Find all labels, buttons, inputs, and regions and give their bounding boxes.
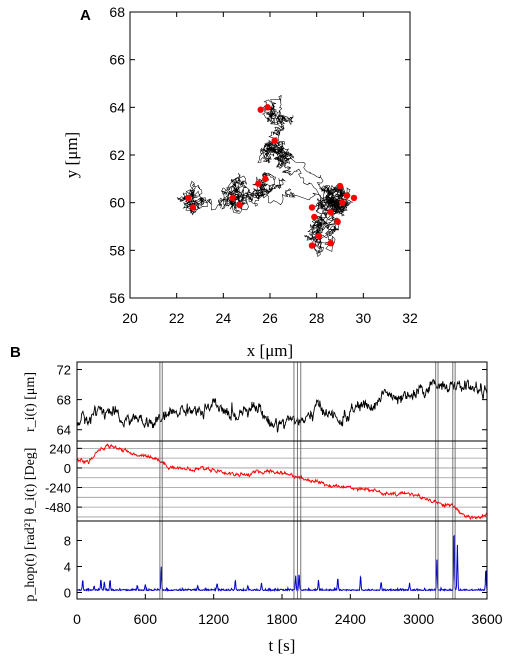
- hop-points: [185, 104, 358, 249]
- panel-a-frame: [129, 11, 411, 299]
- hop-point: [262, 175, 269, 183]
- y-tick-label: 64: [57, 423, 71, 438]
- hop-point: [236, 201, 243, 209]
- hop-point: [308, 242, 316, 249]
- hop-point: [229, 194, 236, 202]
- hop-point: [255, 180, 262, 187]
- y-tick-label: 4: [64, 560, 71, 575]
- phop-subplot-frame: [76, 520, 488, 600]
- panel-a-y-label: y [μm]: [62, 132, 81, 178]
- y-tick-label: 68: [57, 393, 71, 408]
- y-tick-label: 60: [109, 195, 125, 211]
- y-tick-label: 58: [109, 242, 125, 258]
- x-tick-label: 32: [402, 310, 418, 326]
- trajectory-line: [176, 94, 353, 257]
- hop-point: [271, 137, 278, 144]
- hop-point: [308, 204, 316, 211]
- y-tick-label: 62: [109, 147, 125, 163]
- x-tick-label: 28: [309, 310, 325, 326]
- panel-a-y-ticks: 56 58 60 62 64 66 68: [109, 4, 410, 306]
- theta-subplot-frame: [76, 440, 488, 522]
- phop-axis-label: p_hop(t) [rad²]: [23, 518, 38, 601]
- x-tick-label: 3000: [403, 611, 434, 627]
- trajectory-path: [176, 94, 353, 257]
- y-tick-label: 56: [109, 290, 125, 306]
- theta-axis-label: θ_i(t) [Deg]: [23, 448, 38, 515]
- y-tick-label: -480: [45, 500, 71, 515]
- hop-point: [257, 106, 264, 113]
- y-tick-label: 240: [49, 441, 71, 456]
- panel-a-trajectory-plot: 20 22 24 26 28 30 32 56 58 60 62 64 66 68 x [μm] y […: [62, 4, 418, 360]
- panel-a-x-label: x [μm]: [247, 341, 293, 360]
- hop-point: [315, 232, 323, 240]
- hop-point: [327, 239, 334, 247]
- panel-a-x-ticks: 20 22 24 26 28 30 32: [122, 12, 418, 326]
- r-series: [76, 378, 488, 433]
- x-tick-label: 0: [73, 611, 81, 627]
- panel-b-x-ticks: 0 600 1200 1800 2400 3000 3600: [73, 594, 503, 627]
- y-tick-label: 0: [64, 586, 71, 601]
- x-tick-label: 1200: [198, 611, 229, 627]
- theta-series: [77, 443, 488, 520]
- y-tick-label: 66: [109, 52, 125, 68]
- r-subplot-frame: [76, 361, 488, 442]
- panel-b-letter: B: [10, 344, 21, 361]
- hop-point: [339, 199, 346, 206]
- x-tick-label: 30: [356, 310, 372, 326]
- hop-point: [311, 213, 318, 221]
- theta-gridlines: [77, 447, 487, 518]
- x-tick-label: 3600: [471, 611, 502, 627]
- hop-point: [343, 192, 351, 199]
- y-tick-label: 64: [109, 99, 125, 115]
- y-tick-label: -240: [45, 481, 71, 496]
- hop-time-markers: [159, 362, 456, 599]
- hop-point: [264, 104, 271, 111]
- x-tick-label: 600: [134, 611, 158, 627]
- phop-series: [76, 534, 488, 593]
- x-tick-label: 20: [122, 310, 138, 326]
- time-series-lines: [76, 378, 488, 593]
- y-tick-label: 8: [64, 534, 71, 549]
- x-tick-label: 26: [262, 310, 278, 326]
- x-tick-label: 1800: [266, 611, 297, 627]
- y-tick-label: 68: [109, 4, 125, 20]
- hop-point: [336, 182, 344, 190]
- hop-point: [185, 194, 192, 202]
- hop-point: [334, 218, 341, 225]
- y-tick-label: 72: [57, 363, 71, 378]
- y-tick-label: 0: [64, 461, 71, 476]
- hop-point: [327, 209, 334, 216]
- panel-b-x-label: t [s]: [269, 636, 296, 655]
- r-axis-label: r_i(t) [μm]: [23, 372, 38, 432]
- x-tick-label: 2400: [335, 611, 366, 627]
- panel-a-letter: A: [80, 7, 91, 24]
- x-tick-label: 24: [216, 310, 232, 326]
- x-tick-label: 22: [169, 310, 185, 326]
- hop-point: [350, 194, 358, 202]
- panel-b-y-ticks: 64 68 72 240 0 -240 -480 0 4 8: [45, 363, 487, 601]
- hop-point: [189, 204, 197, 211]
